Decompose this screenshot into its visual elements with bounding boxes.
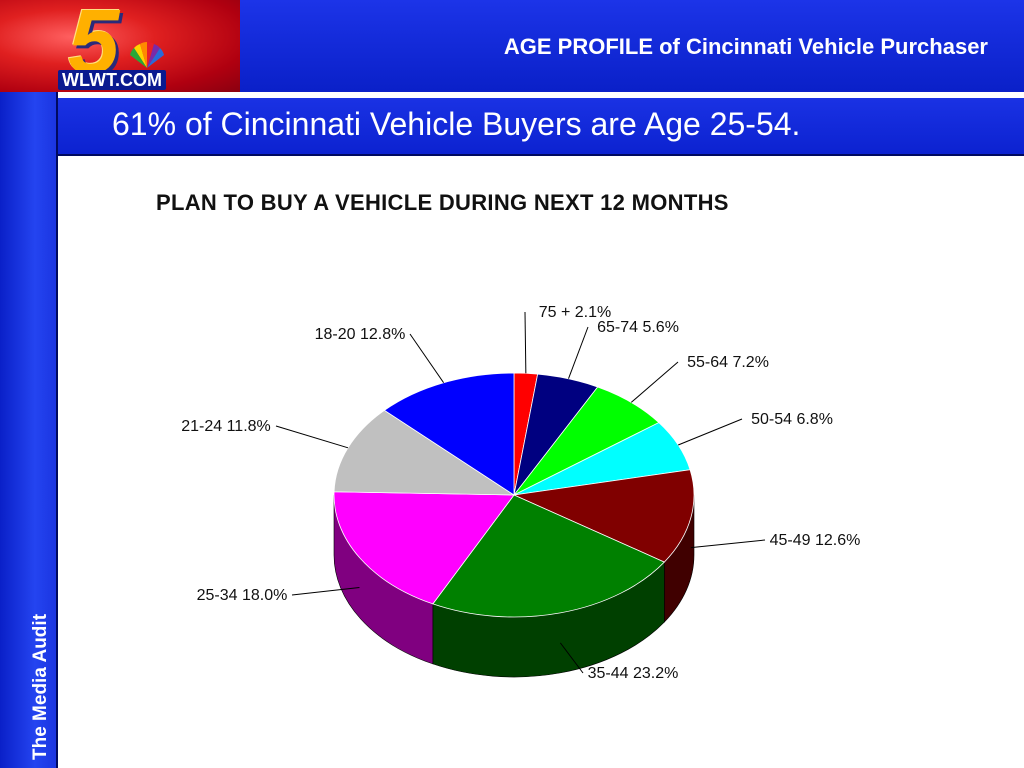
leader-line	[678, 418, 743, 446]
leader-line	[409, 333, 445, 383]
slide-subtitle: 61% of Cincinnati Vehicle Buyers are Age…	[112, 106, 801, 142]
pie-slice-35-44	[432, 494, 666, 618]
pie-slice-25-34	[333, 491, 515, 605]
leader-line	[630, 361, 679, 403]
chart-title: PLAN TO BUY A VEHICLE DURING NEXT 12 MON…	[156, 190, 729, 215]
slice-label: 18-20 12.8%	[315, 326, 406, 343]
slice-label: 25-34 18.0%	[197, 587, 288, 604]
slice-label: 21-24 11.8%	[181, 418, 271, 435]
leader-line	[559, 642, 584, 674]
slice-label: 55-64 7.2%	[687, 354, 769, 371]
leader-line	[524, 311, 527, 374]
slice-label: 35-44 23.2%	[588, 665, 679, 682]
peacock-icon	[130, 42, 164, 68]
subtitle-bar	[58, 98, 1024, 156]
slice-label: 75 + 2.1%	[539, 304, 612, 321]
pie-slice-18-20	[383, 372, 515, 496]
leader-line	[690, 539, 766, 549]
pie-slice-45-49	[512, 469, 695, 563]
station-logo: 5 WLWT.COM	[0, 0, 240, 92]
header-title: AGE PROFILE of Cincinnati Vehicle Purcha…	[503, 34, 988, 59]
logo-text: WLWT.COM	[58, 70, 166, 90]
pie-slice-21-24	[333, 409, 516, 496]
slice-label: 50-54 6.8%	[751, 411, 833, 428]
leader-line	[568, 326, 589, 379]
slice-label: 65-74 5.6%	[597, 319, 679, 336]
sidebar	[0, 92, 58, 768]
leader-line	[291, 587, 360, 596]
slice-label: 45-49 12.6%	[770, 532, 861, 549]
leader-line	[275, 425, 349, 449]
